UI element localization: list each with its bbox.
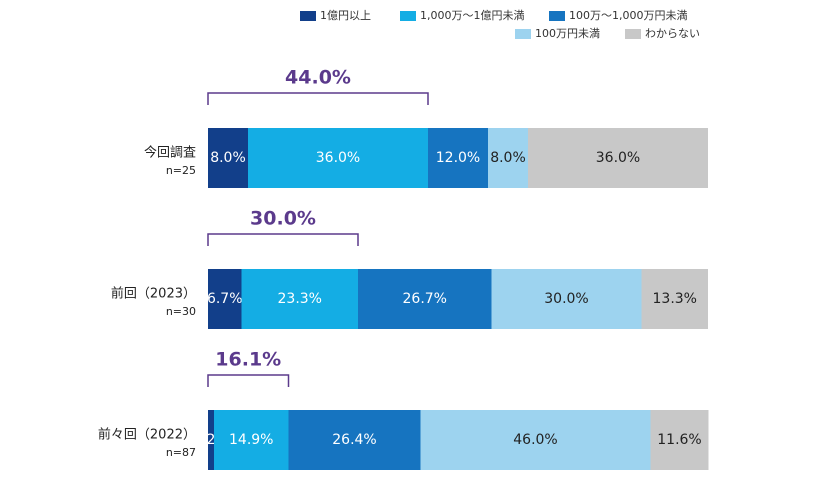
bar-segment — [641, 269, 708, 329]
bar-segment — [208, 410, 214, 470]
bar-segment — [528, 128, 708, 188]
bracket — [207, 92, 429, 105]
value-label: 12.0% — [436, 150, 480, 166]
bar-segment — [420, 410, 651, 470]
category-label: 今回調査 — [144, 145, 196, 161]
legend-swatch — [300, 11, 316, 21]
value-label: 26.4% — [332, 432, 376, 448]
value-label: 46.0% — [513, 432, 557, 448]
category-note: n=30 — [166, 305, 196, 318]
value-label: 23.3% — [278, 291, 322, 307]
category-label: 前々回（2022） — [98, 427, 196, 443]
legend-swatch — [515, 29, 531, 39]
bracket-label: 30.0% — [250, 208, 316, 230]
bar-segment — [358, 269, 492, 329]
bar-segment — [208, 128, 248, 188]
value-label: 36.0% — [316, 150, 360, 166]
legend-swatch — [549, 11, 565, 21]
value-label: 13.3% — [653, 291, 697, 307]
bar-segment — [491, 269, 642, 329]
bar-segment — [208, 269, 242, 329]
value-label: 8.0% — [490, 150, 526, 166]
legend-label: 100万円未満 — [535, 27, 600, 40]
value-label: 26.7% — [403, 291, 447, 307]
value-label: 8.0% — [210, 150, 246, 166]
bar-segment — [428, 128, 488, 188]
bracket — [207, 233, 359, 246]
bar-segment — [248, 128, 428, 188]
bar-segment — [650, 410, 709, 470]
value-label: 30.0% — [544, 291, 588, 307]
bracket-label: 16.1% — [215, 349, 281, 371]
value-label: 36.0% — [596, 150, 640, 166]
bracket — [207, 374, 290, 387]
bracket-label: 44.0% — [285, 67, 351, 89]
bar-segment — [488, 128, 528, 188]
value-label: 14.9% — [229, 432, 273, 448]
value-label: 6.7% — [207, 291, 243, 307]
bar-segment — [214, 410, 289, 470]
bar-segment — [288, 410, 421, 470]
legend-label: 100万～1,000万円未満 — [569, 9, 688, 22]
legend-label: 1億円以上 — [320, 9, 371, 22]
legend-label: 1,000万～1億円未満 — [420, 9, 525, 22]
category-label: 前回（2023） — [111, 286, 196, 302]
legend-label: わからない — [645, 27, 700, 40]
bar-segment — [241, 269, 358, 329]
category-note: n=87 — [166, 446, 196, 459]
legend-swatch — [400, 11, 416, 21]
value-label: 11.6% — [657, 432, 701, 448]
category-note: n=25 — [166, 164, 196, 177]
legend-swatch — [625, 29, 641, 39]
